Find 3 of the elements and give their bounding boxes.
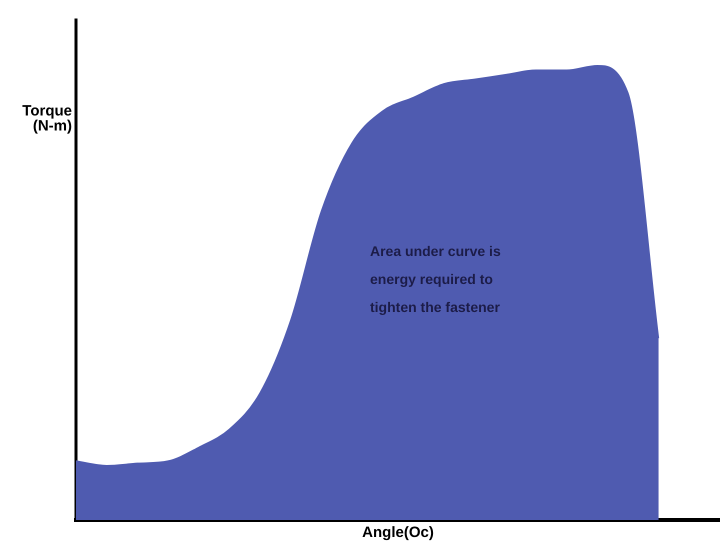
y-axis-title: Torque (N-m) [22, 102, 72, 135]
annotation: Area under curve is energy required to tighten the fastener [370, 242, 501, 315]
x-axis-title: Angle(Oc) [362, 524, 434, 542]
